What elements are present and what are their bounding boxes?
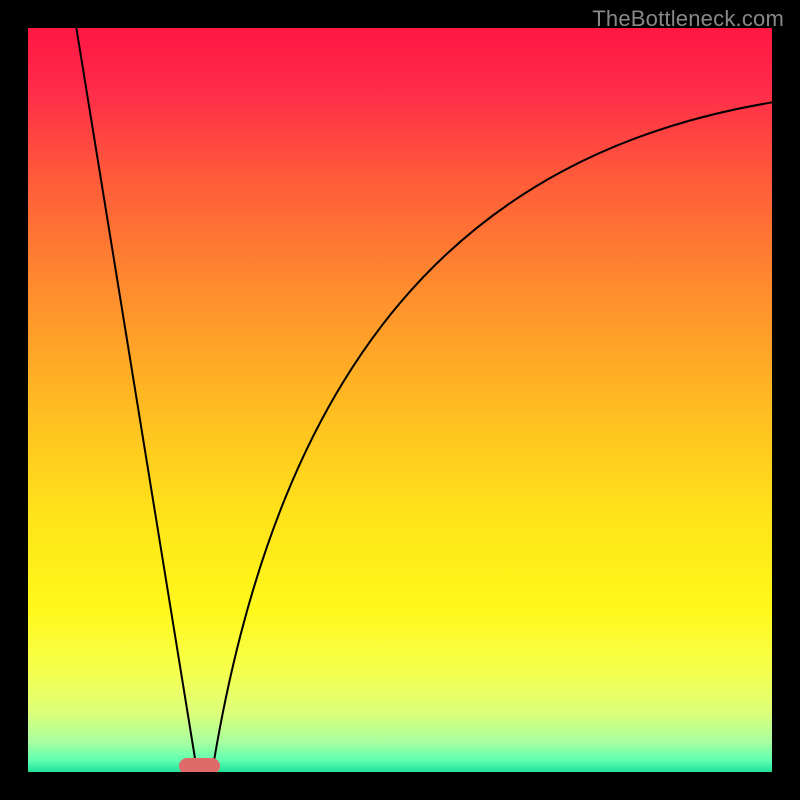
chart-container: TheBottleneck.com bbox=[0, 0, 800, 800]
optimal-point-marker bbox=[179, 758, 220, 772]
bottleneck-curve bbox=[28, 28, 772, 772]
plot-area bbox=[28, 28, 772, 772]
